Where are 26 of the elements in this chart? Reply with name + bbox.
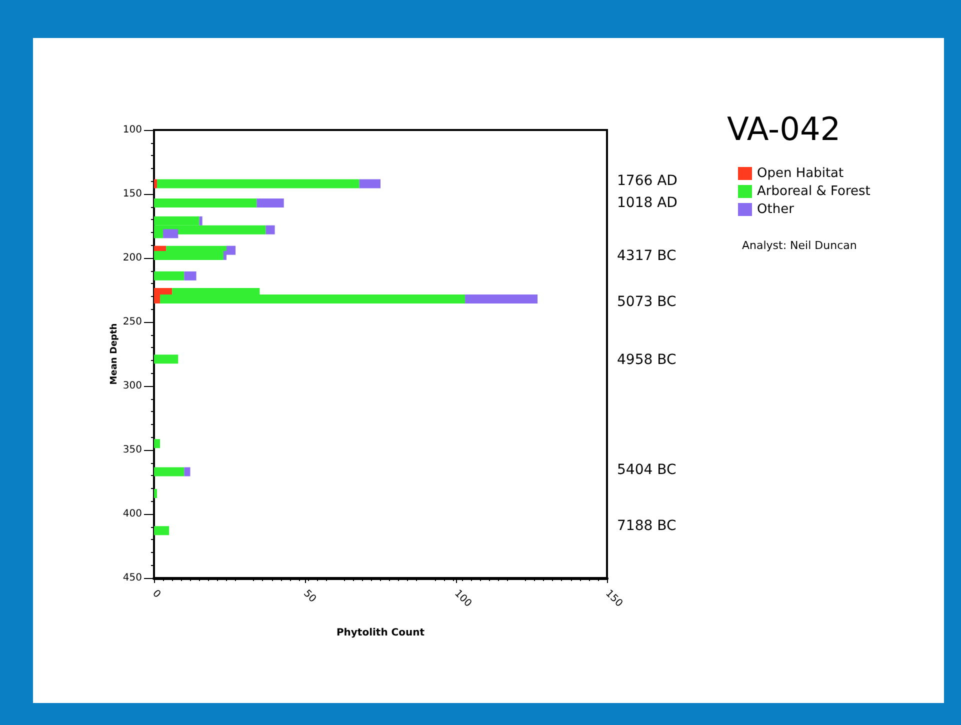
y-tick-label: 150 — [122, 188, 142, 200]
y-tick-label: 350 — [122, 444, 142, 456]
y-tick-label: 300 — [122, 380, 142, 392]
text: 5404 BC — [617, 462, 676, 478]
text: Analyst: Neil Duncan — [742, 239, 857, 252]
legend-label: Open Habitat — [757, 166, 844, 181]
x-axis-title: Phytolith Count — [336, 628, 425, 638]
text: 5073 BC — [617, 294, 676, 310]
y-tick-label: 450 — [122, 572, 142, 584]
x-tick-label: 0 — [150, 588, 162, 600]
y-tick-label: 250 — [122, 316, 142, 328]
y-axis-title: Mean Depth — [110, 323, 120, 385]
text: 4317 BC — [617, 248, 676, 264]
x-tick-label: 100 — [452, 588, 474, 610]
text: 7188 BC — [617, 518, 676, 534]
x-tick-label: 50 — [301, 588, 318, 605]
x-tick-label: 150 — [603, 588, 624, 610]
y-tick-label: 200 — [122, 252, 142, 264]
text: VA-042 — [727, 110, 841, 148]
legend-label: Arboreal & Forest — [757, 184, 870, 199]
text: 4958 BC — [617, 352, 676, 368]
text: 1018 AD — [617, 195, 678, 211]
y-tick-label: 100 — [122, 124, 142, 136]
y-tick-label: 400 — [122, 508, 142, 520]
legend-label: Other — [757, 202, 795, 217]
text: 1766 AD — [617, 173, 678, 189]
